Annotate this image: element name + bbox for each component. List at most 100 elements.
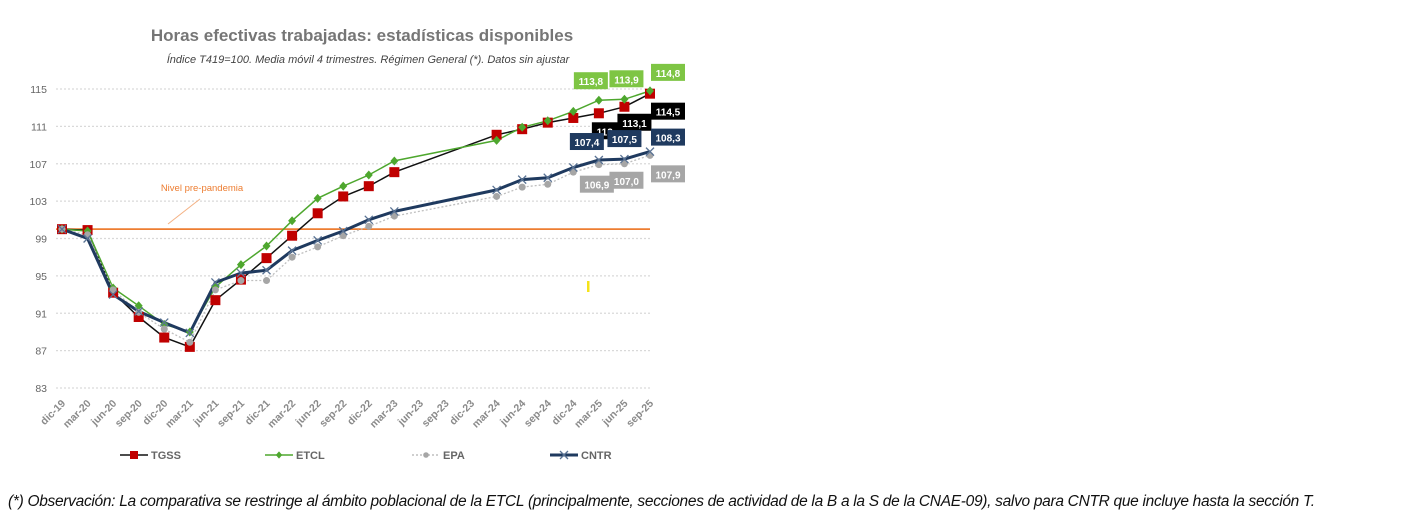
data-label-box xyxy=(651,102,685,120)
tgss-marker xyxy=(363,181,374,192)
cntr-marker xyxy=(83,234,93,243)
cntr-marker xyxy=(568,163,578,172)
footnote: (*) Observación: La comparativa se restr… xyxy=(8,493,1315,510)
legend-label: CNTR xyxy=(581,450,612,462)
etcl-marker xyxy=(594,95,603,105)
y-tick-label: 91 xyxy=(35,308,47,320)
data-label: 114,5 xyxy=(656,108,681,119)
y-tick-label: 99 xyxy=(35,234,47,246)
etcl-marker xyxy=(134,301,143,311)
tgss-marker xyxy=(184,341,195,352)
etcl-marker xyxy=(518,122,527,132)
etcl-marker xyxy=(339,181,348,191)
x-tick-label: sep-24 xyxy=(522,398,554,430)
x-tick-label: mar-21 xyxy=(163,398,196,431)
cntr-marker xyxy=(389,206,399,216)
pre-pandemic-leader xyxy=(167,198,201,225)
cntr-marker xyxy=(492,185,502,195)
data-label: 106,9 xyxy=(584,181,609,192)
epa-marker xyxy=(620,160,628,168)
tgss-marker xyxy=(133,311,144,322)
y-tick-label: 87 xyxy=(35,346,47,358)
epa-marker xyxy=(646,151,654,159)
etcl-marker xyxy=(236,260,245,270)
data-label-box xyxy=(651,165,685,183)
tgss-marker xyxy=(389,167,400,178)
cntr-marker xyxy=(559,450,569,460)
x-tick-label: sep-23 xyxy=(420,398,452,430)
cntr-marker xyxy=(185,328,195,338)
epa-marker xyxy=(84,231,92,239)
tgss-marker xyxy=(130,451,138,459)
cntr-marker xyxy=(210,277,220,287)
epa-marker xyxy=(493,192,501,200)
epa-marker xyxy=(288,253,296,261)
x-tick-label: mar-25 xyxy=(572,398,605,431)
y-tick-label: 107 xyxy=(29,159,47,171)
x-tick-label: mar-20 xyxy=(61,398,94,431)
cntr-marker xyxy=(594,155,604,165)
etcl-marker xyxy=(262,241,271,251)
data-label: 113,9 xyxy=(614,75,639,86)
yellow-mark xyxy=(587,281,590,292)
data-label-box xyxy=(609,171,644,189)
legend-label: EPA xyxy=(443,450,465,462)
cntr-marker xyxy=(543,173,553,183)
y-tick-label: 103 xyxy=(29,196,47,208)
epa-marker xyxy=(365,222,373,230)
epa-marker xyxy=(237,277,245,285)
legend-item-cntr: CNTR xyxy=(550,450,612,462)
epa-marker xyxy=(109,286,117,294)
legend-item-etcl: ETCL xyxy=(265,450,325,462)
data-label: 107,9 xyxy=(655,170,680,181)
cntr-marker xyxy=(159,318,169,328)
epa-marker xyxy=(135,308,143,316)
x-tick-label: sep-25 xyxy=(624,398,656,430)
data-label: 113,8 xyxy=(579,77,604,88)
etcl-marker xyxy=(390,156,399,166)
legend-label: TGSS xyxy=(151,450,181,462)
data-label-box xyxy=(651,63,685,81)
cntr-marker xyxy=(517,175,527,185)
epa-marker xyxy=(390,212,398,220)
cntr-marker xyxy=(236,268,246,278)
tgss-line xyxy=(61,93,651,348)
data-label-box xyxy=(609,70,644,88)
etcl-line xyxy=(61,90,651,333)
chart-title: Horas efectivas trabajadas: estadísticas… xyxy=(151,26,573,45)
tgss-marker xyxy=(261,253,272,264)
tgss-marker xyxy=(619,101,630,112)
epa-marker xyxy=(160,325,168,333)
etcl-marker xyxy=(543,116,552,126)
cntr-marker xyxy=(313,235,323,245)
cntr-marker xyxy=(57,224,67,234)
tgss-marker xyxy=(312,208,323,219)
etcl-marker xyxy=(620,94,629,104)
epa-marker xyxy=(423,452,429,458)
epa-marker xyxy=(569,168,577,176)
data-label: 113,1 xyxy=(622,119,647,130)
tgss-marker xyxy=(210,295,221,306)
data-label-box xyxy=(651,128,685,146)
etcl-marker xyxy=(313,193,322,203)
etcl-marker xyxy=(364,170,373,180)
tgss-marker xyxy=(568,112,579,123)
pre-pandemic-label: Nivel pre-pandemia xyxy=(161,183,244,194)
x-tick-label: mar-24 xyxy=(470,398,503,431)
epa-marker xyxy=(518,183,526,191)
cntr-marker xyxy=(645,147,655,157)
tgss-marker xyxy=(287,230,298,241)
etcl-marker xyxy=(646,86,654,96)
epa-marker xyxy=(339,232,347,240)
legend-item-tgss: TGSS xyxy=(120,450,181,462)
legend-label: ETCL xyxy=(296,450,325,462)
x-tick-label: sep-20 xyxy=(113,398,145,430)
etcl-marker xyxy=(275,451,283,459)
line-chart: Horas efectivas trabajadas: estadísticas… xyxy=(29,26,685,462)
tgss-marker xyxy=(159,332,170,343)
etcl-marker xyxy=(288,216,297,226)
data-label-box xyxy=(569,133,604,151)
etcl-marker xyxy=(492,135,501,145)
x-tick-label: sep-21 xyxy=(215,398,247,430)
cntr-marker xyxy=(364,215,374,225)
